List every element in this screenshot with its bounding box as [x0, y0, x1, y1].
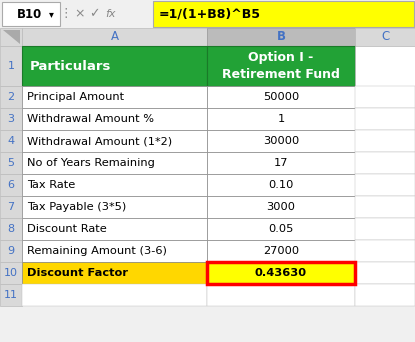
Text: 2: 2: [7, 92, 15, 102]
Bar: [22, 130, 207, 152]
Text: Tax Rate: Tax Rate: [27, 180, 75, 190]
Text: C: C: [381, 30, 389, 43]
Bar: [22, 108, 207, 130]
Bar: [355, 284, 415, 306]
Bar: [22, 86, 207, 108]
Bar: [207, 46, 355, 86]
Text: 6: 6: [7, 180, 15, 190]
Text: ×: ×: [75, 8, 85, 21]
Bar: [0, 46, 22, 86]
Text: 10: 10: [4, 268, 18, 278]
Bar: [0, 218, 22, 240]
Text: 17: 17: [274, 158, 288, 168]
Bar: [0, 152, 22, 174]
Bar: [22, 28, 207, 46]
Text: 27000: 27000: [263, 246, 299, 256]
Bar: [0, 28, 22, 46]
Text: 1: 1: [7, 61, 15, 71]
Bar: [355, 262, 415, 284]
Text: 3000: 3000: [266, 202, 295, 212]
Bar: [0, 0, 415, 28]
Bar: [207, 196, 355, 218]
Bar: [22, 240, 207, 262]
Text: B10: B10: [16, 8, 42, 21]
Text: Discount Factor: Discount Factor: [27, 268, 128, 278]
Bar: [22, 262, 207, 284]
Text: =1/(1+B8)^B5: =1/(1+B8)^B5: [159, 8, 261, 21]
Text: 4: 4: [7, 136, 15, 146]
Bar: [355, 46, 415, 86]
Text: 9: 9: [7, 246, 15, 256]
Text: ▾: ▾: [49, 9, 54, 19]
Text: Discount Rate: Discount Rate: [27, 224, 107, 234]
Bar: [22, 196, 207, 218]
Bar: [0, 86, 22, 108]
Text: 8: 8: [7, 224, 15, 234]
Bar: [355, 28, 415, 46]
Text: 3: 3: [7, 114, 15, 124]
Text: B: B: [276, 30, 286, 43]
Text: ✓: ✓: [89, 8, 99, 21]
Text: A: A: [110, 30, 119, 43]
Bar: [0, 174, 22, 196]
Bar: [355, 130, 415, 152]
Bar: [207, 152, 355, 174]
Bar: [207, 240, 355, 262]
Bar: [0, 262, 22, 284]
Bar: [153, 1, 414, 27]
Bar: [355, 218, 415, 240]
Bar: [0, 240, 22, 262]
Text: 30000: 30000: [263, 136, 299, 146]
Text: Principal Amount: Principal Amount: [27, 92, 124, 102]
Text: 0.43630: 0.43630: [255, 268, 307, 278]
Text: 11: 11: [4, 290, 18, 300]
Text: 50000: 50000: [263, 92, 299, 102]
Bar: [22, 218, 207, 240]
Bar: [207, 218, 355, 240]
Bar: [207, 86, 355, 108]
Bar: [207, 108, 355, 130]
Bar: [22, 46, 207, 86]
Text: ⋮: ⋮: [60, 8, 72, 21]
Bar: [355, 174, 415, 196]
Bar: [22, 284, 207, 306]
Text: Particulars: Particulars: [30, 60, 111, 73]
Text: 5: 5: [7, 158, 15, 168]
Text: 0.10: 0.10: [269, 180, 294, 190]
Bar: [2, 2, 60, 26]
Bar: [355, 240, 415, 262]
Bar: [207, 262, 355, 284]
Bar: [207, 262, 355, 284]
Text: fx: fx: [105, 9, 115, 19]
Bar: [207, 130, 355, 152]
Bar: [355, 196, 415, 218]
Text: 0.05: 0.05: [269, 224, 294, 234]
Bar: [207, 174, 355, 196]
Text: Withdrawal Amount (1*2): Withdrawal Amount (1*2): [27, 136, 172, 146]
Text: Remaining Amount (3-6): Remaining Amount (3-6): [27, 246, 167, 256]
Bar: [0, 130, 22, 152]
Bar: [207, 284, 355, 306]
Polygon shape: [3, 30, 20, 44]
Bar: [207, 28, 355, 46]
Bar: [0, 284, 22, 306]
Bar: [0, 108, 22, 130]
Bar: [0, 196, 22, 218]
Bar: [22, 152, 207, 174]
Text: Option I -
Retirement Fund: Option I - Retirement Fund: [222, 51, 340, 81]
Text: Tax Payable (3*5): Tax Payable (3*5): [27, 202, 126, 212]
Text: 1: 1: [277, 114, 285, 124]
Bar: [22, 174, 207, 196]
Text: 7: 7: [7, 202, 15, 212]
Text: Withdrawal Amount %: Withdrawal Amount %: [27, 114, 154, 124]
Bar: [355, 108, 415, 130]
Text: No of Years Remaining: No of Years Remaining: [27, 158, 155, 168]
Bar: [355, 152, 415, 174]
Bar: [355, 86, 415, 108]
